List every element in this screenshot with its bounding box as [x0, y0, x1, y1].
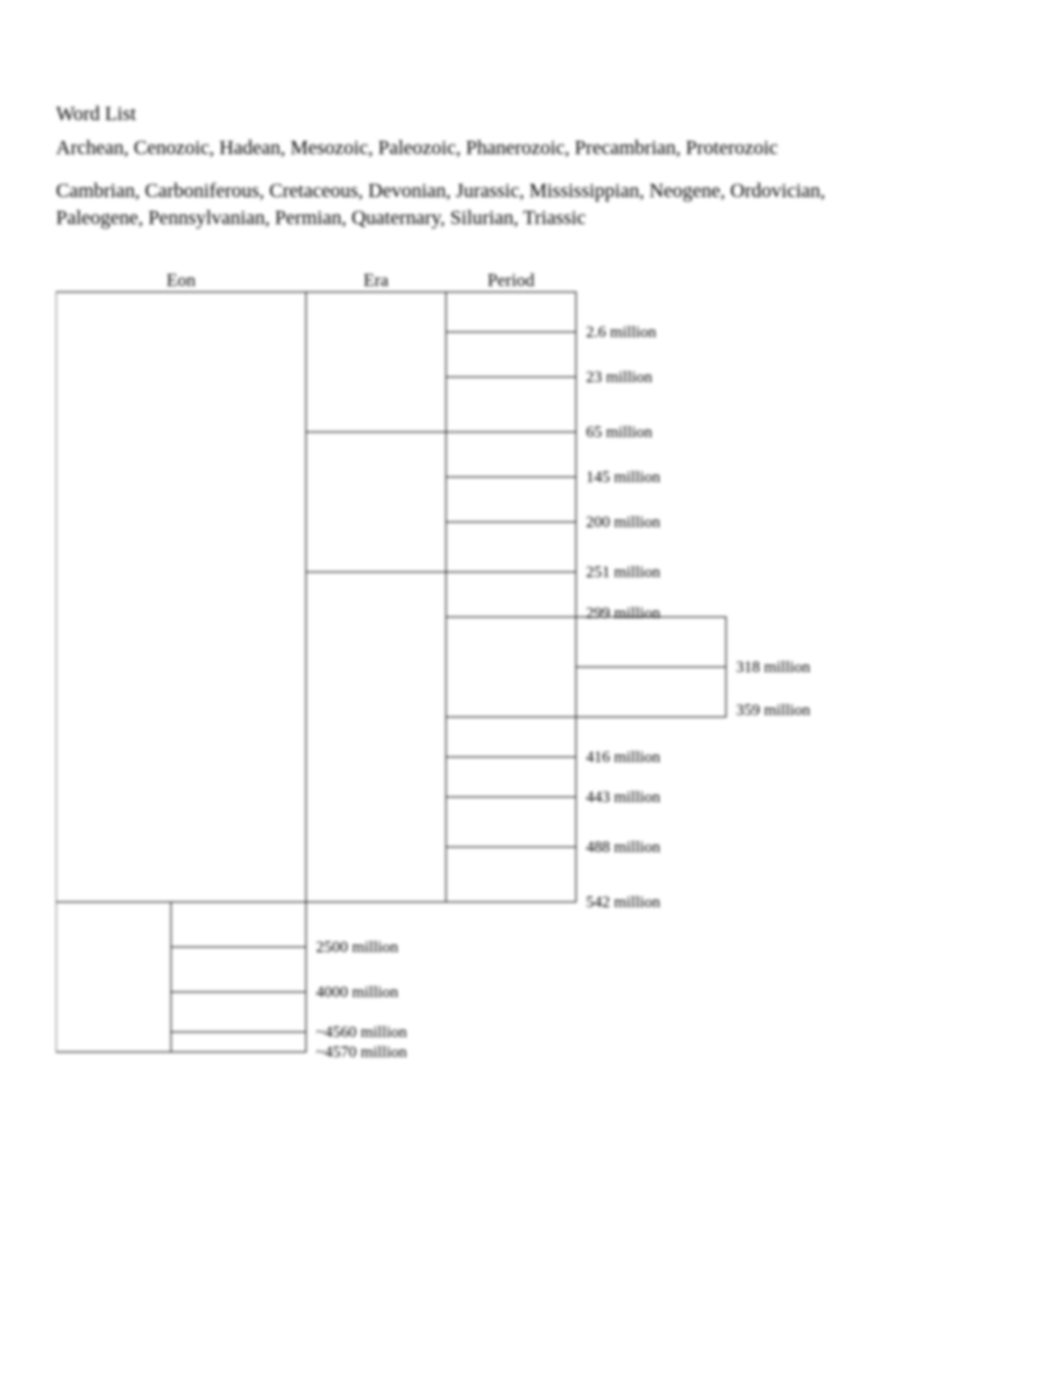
- svg-text:Eon: Eon: [167, 272, 196, 290]
- svg-text:2500 million: 2500 million: [316, 939, 398, 956]
- wordlist-line1: Archean, Cenozoic, Hadean, Mesozoic, Pal…: [56, 134, 1006, 162]
- wordlist-line2: Cambrian, Carboniferous, Cretaceous, Dev…: [56, 178, 916, 232]
- svg-text:65 million: 65 million: [586, 424, 652, 441]
- geologic-timescale-chart: Eon Era Period 2.6 million 23 million 65 mill…: [56, 272, 876, 1092]
- svg-text:251 million: 251 million: [586, 564, 660, 581]
- svg-text:416 million: 416 million: [586, 749, 660, 766]
- svg-text:~4560 million: ~4560 million: [316, 1024, 407, 1041]
- svg-text:4000 million: 4000 million: [316, 984, 398, 1001]
- svg-text:359 million: 359 million: [736, 702, 810, 719]
- svg-text:443 million: 443 million: [586, 789, 660, 806]
- svg-text:Era: Era: [364, 272, 389, 290]
- svg-text:200 million: 200 million: [586, 514, 660, 531]
- svg-text:~4570 million: ~4570 million: [316, 1044, 407, 1061]
- svg-text:23 million: 23 million: [586, 369, 652, 386]
- wordlist-title: Word List: [56, 100, 1006, 128]
- svg-text:318 million: 318 million: [736, 659, 810, 676]
- svg-text:299 million: 299 million: [586, 605, 660, 622]
- svg-text:Period: Period: [488, 272, 535, 290]
- svg-text:145 million: 145 million: [586, 469, 660, 486]
- svg-text:488 million: 488 million: [586, 839, 660, 856]
- svg-text:542 million: 542 million: [586, 894, 660, 911]
- svg-text:2.6 million: 2.6 million: [586, 324, 656, 341]
